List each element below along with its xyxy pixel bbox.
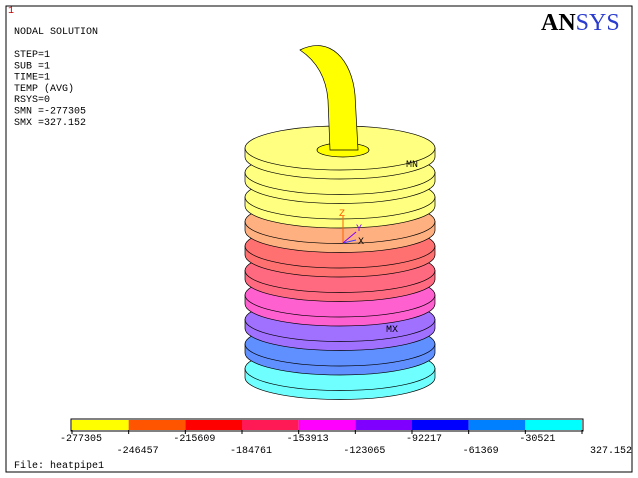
legend-swatch (129, 420, 186, 430)
legend-label: -277305 (60, 434, 102, 445)
info-line: RSYS=0 (14, 95, 50, 106)
max-label: MX (386, 325, 398, 336)
logo: ANSYS (541, 10, 620, 36)
file-name: File: heatpipe1 (14, 460, 104, 472)
legend-label: -215609 (173, 434, 215, 445)
info-line: TIME=1 (14, 73, 50, 84)
legend-swatch (185, 420, 242, 430)
axis-x-label: X (358, 237, 364, 248)
legend-label: -246457 (117, 446, 159, 457)
legend-swatch (525, 420, 582, 430)
legend-label: -153913 (287, 434, 329, 445)
legend-label: -61369 (463, 446, 499, 457)
legend-swatch (412, 420, 469, 430)
legend-label: -30521 (519, 434, 555, 445)
info-line: TEMP (AVG) (14, 83, 74, 95)
legend-swatch (242, 420, 299, 430)
legend-label: -123065 (343, 446, 385, 457)
legend-swatch (299, 420, 356, 430)
axis-z-label: Z (339, 209, 345, 220)
info-line: STEP=1 (14, 50, 50, 61)
legend-swatch (355, 420, 412, 430)
info-line: SMN =-277305 (14, 107, 86, 118)
legend-label: -92217 (406, 434, 442, 445)
legend-swatch (72, 420, 129, 430)
logo-rest: SYS (576, 10, 620, 36)
legend-swatch (469, 420, 526, 430)
min-label: MN (406, 160, 418, 171)
info-line: SMX =327.152 (14, 118, 86, 129)
axis-y-label: Y (356, 224, 362, 235)
screen: 1 ANSYS NODAL SOLUTION STEP=1SUB =1TIME=1… (0, 0, 638, 478)
legend-label: 327.152 (590, 446, 632, 457)
logo-bold: AN (541, 10, 576, 36)
info-line: NODAL SOLUTION (14, 27, 98, 38)
info-line: SUB =1 (14, 61, 50, 72)
window-number: 1 (8, 6, 14, 17)
legend-label: -184761 (230, 446, 272, 457)
